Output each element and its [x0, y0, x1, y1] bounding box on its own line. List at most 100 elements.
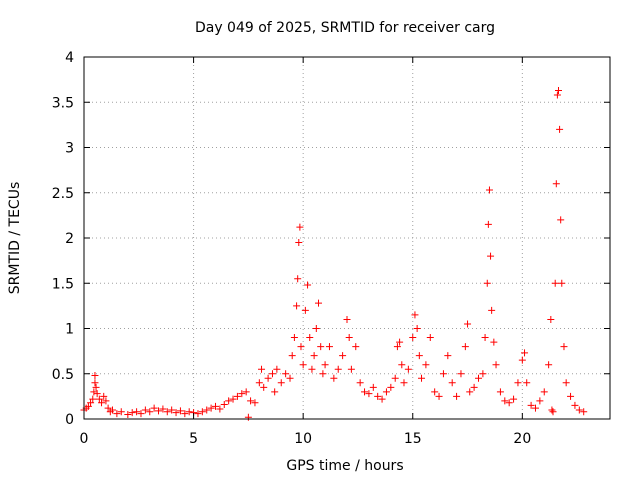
- data-point: [521, 349, 529, 357]
- data-point: [369, 383, 377, 391]
- grid-layer: [84, 57, 610, 419]
- data-point: [212, 402, 219, 410]
- data-point: [540, 388, 548, 396]
- data-point: [288, 352, 296, 360]
- data-point: [484, 220, 492, 228]
- data-point: [448, 379, 456, 387]
- data-point: [483, 279, 491, 287]
- data-point: [319, 370, 327, 378]
- data-point: [137, 410, 145, 418]
- data-point: [176, 407, 184, 415]
- data-point: [548, 406, 556, 414]
- data-point: [297, 343, 305, 351]
- data-point: [415, 352, 423, 360]
- data-point: [554, 86, 562, 94]
- data-point: [325, 343, 333, 351]
- tick-layer: [83, 56, 610, 420]
- data-point: [308, 365, 316, 373]
- data-point: [562, 379, 570, 387]
- data-point: [575, 406, 583, 414]
- data-point: [296, 223, 304, 231]
- data-point: [203, 406, 211, 414]
- data-point: [457, 370, 465, 378]
- data-point: [277, 379, 285, 387]
- x-tick-label: 5: [189, 431, 198, 447]
- data-point: [464, 320, 472, 328]
- data-point: [155, 407, 163, 415]
- x-axis-label: GPS time / hours: [286, 458, 403, 474]
- data-point: [290, 334, 298, 342]
- data-point: [317, 343, 325, 351]
- data-point: [181, 410, 189, 418]
- data-point: [378, 395, 386, 403]
- data-point: [382, 388, 390, 396]
- data-point: [485, 186, 493, 194]
- data-point: [233, 392, 241, 400]
- y-axis-label: SRMTID / TECUs: [7, 182, 23, 295]
- data-point: [304, 281, 312, 289]
- data-point: [216, 405, 224, 413]
- data-point: [435, 392, 443, 400]
- data-point: [87, 399, 95, 407]
- data-point: [487, 252, 495, 260]
- data-point: [347, 365, 355, 373]
- data-point: [400, 379, 408, 387]
- data-point: [299, 361, 307, 369]
- data-point: [496, 388, 504, 396]
- data-point: [260, 383, 268, 391]
- data-point: [439, 370, 447, 378]
- data-point: [488, 306, 496, 314]
- y-tick-label: 1.5: [52, 276, 74, 292]
- data-point: [102, 397, 110, 405]
- data-point: [356, 379, 364, 387]
- data-point: [553, 91, 561, 99]
- data-point: [150, 404, 158, 412]
- data-point: [294, 275, 302, 283]
- data-point: [365, 390, 373, 398]
- data-point: [444, 352, 452, 360]
- data-point: [551, 279, 559, 287]
- data-point: [295, 239, 303, 247]
- data-point: [128, 409, 136, 417]
- data-point: [361, 388, 369, 396]
- data-point: [312, 325, 320, 332]
- data-point: [536, 397, 544, 405]
- data-point: [466, 388, 474, 396]
- data-point: [98, 399, 106, 407]
- data-point: [501, 397, 509, 405]
- data-point: [93, 390, 101, 398]
- data-point: [413, 325, 421, 332]
- data-point: [225, 397, 233, 405]
- plot-frame: [83, 56, 611, 420]
- data-point: [238, 390, 246, 398]
- data-point: [258, 365, 266, 373]
- data-point: [490, 338, 498, 346]
- data-point: [168, 406, 176, 414]
- data-point: [90, 388, 98, 396]
- data-point: [549, 408, 557, 416]
- data-point: [560, 343, 568, 351]
- data-point: [339, 352, 347, 360]
- data-point: [518, 356, 526, 364]
- data-point: [146, 408, 154, 416]
- data-point: [510, 395, 518, 403]
- data-point: [523, 379, 531, 387]
- data-point: [418, 374, 426, 382]
- x-tick-label: 0: [80, 431, 89, 447]
- data-point: [104, 404, 112, 412]
- data-point: [352, 343, 360, 351]
- data-point: [492, 361, 500, 369]
- data-point: [321, 361, 329, 369]
- data-point: [301, 306, 309, 314]
- data-point: [557, 216, 565, 224]
- data-point: [470, 383, 478, 391]
- y-tick-label: 2.5: [52, 186, 74, 202]
- data-point: [310, 352, 318, 360]
- tick-label-layer: 0 0.5 1 1.5 2 2.5 3 3.5 4 0 5 10 15 20: [52, 50, 532, 447]
- data-point: [345, 334, 353, 342]
- data-point: [293, 302, 301, 310]
- data-point: [580, 408, 588, 416]
- data-point: [315, 299, 323, 307]
- data-point: [92, 383, 100, 391]
- chart-title: Day 049 of 2025, SRMTID for receiver car…: [195, 20, 495, 36]
